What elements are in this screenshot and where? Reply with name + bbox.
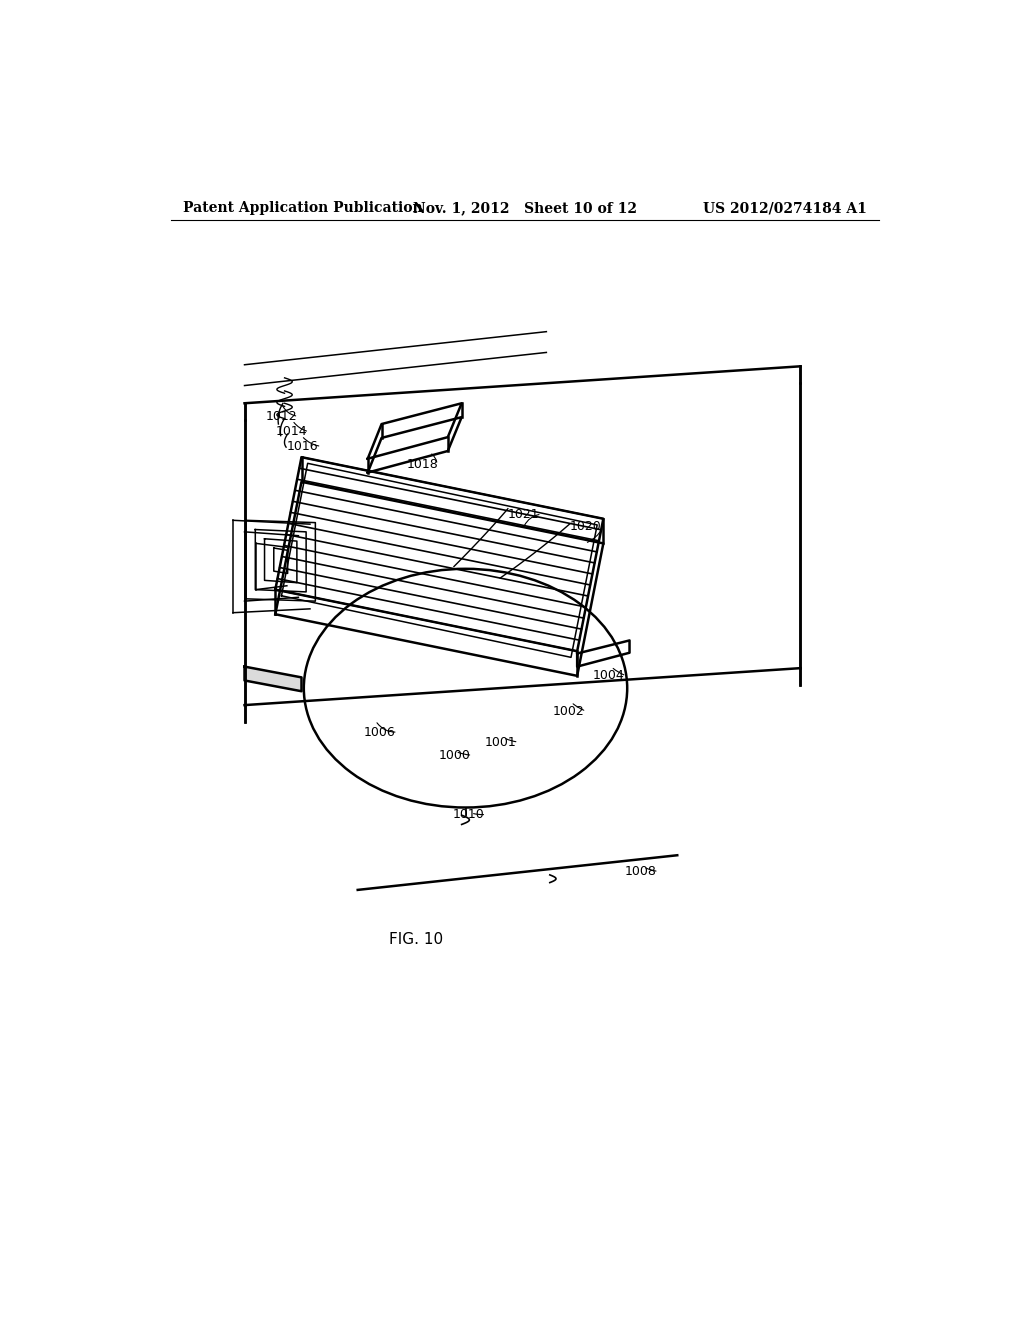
Text: Patent Application Publication: Patent Application Publication	[183, 202, 423, 215]
Text: 1002: 1002	[553, 705, 585, 718]
Text: 1014: 1014	[275, 425, 307, 438]
Text: 1016: 1016	[287, 440, 318, 453]
Text: 1012: 1012	[265, 409, 297, 422]
Text: 1021: 1021	[508, 508, 540, 520]
Text: 1018: 1018	[407, 458, 438, 471]
Text: 1004: 1004	[593, 669, 625, 682]
Text: Nov. 1, 2012   Sheet 10 of 12: Nov. 1, 2012 Sheet 10 of 12	[413, 202, 637, 215]
Polygon shape	[245, 667, 301, 692]
Text: 1020: 1020	[569, 520, 601, 533]
Text: US 2012/0274184 A1: US 2012/0274184 A1	[702, 202, 866, 215]
Text: 1006: 1006	[364, 726, 395, 739]
Text: FIG. 10: FIG. 10	[388, 932, 442, 948]
Text: 1000: 1000	[438, 748, 470, 762]
Text: 1008: 1008	[625, 865, 656, 878]
Text: 1001: 1001	[484, 735, 516, 748]
Text: 1010: 1010	[453, 808, 484, 821]
